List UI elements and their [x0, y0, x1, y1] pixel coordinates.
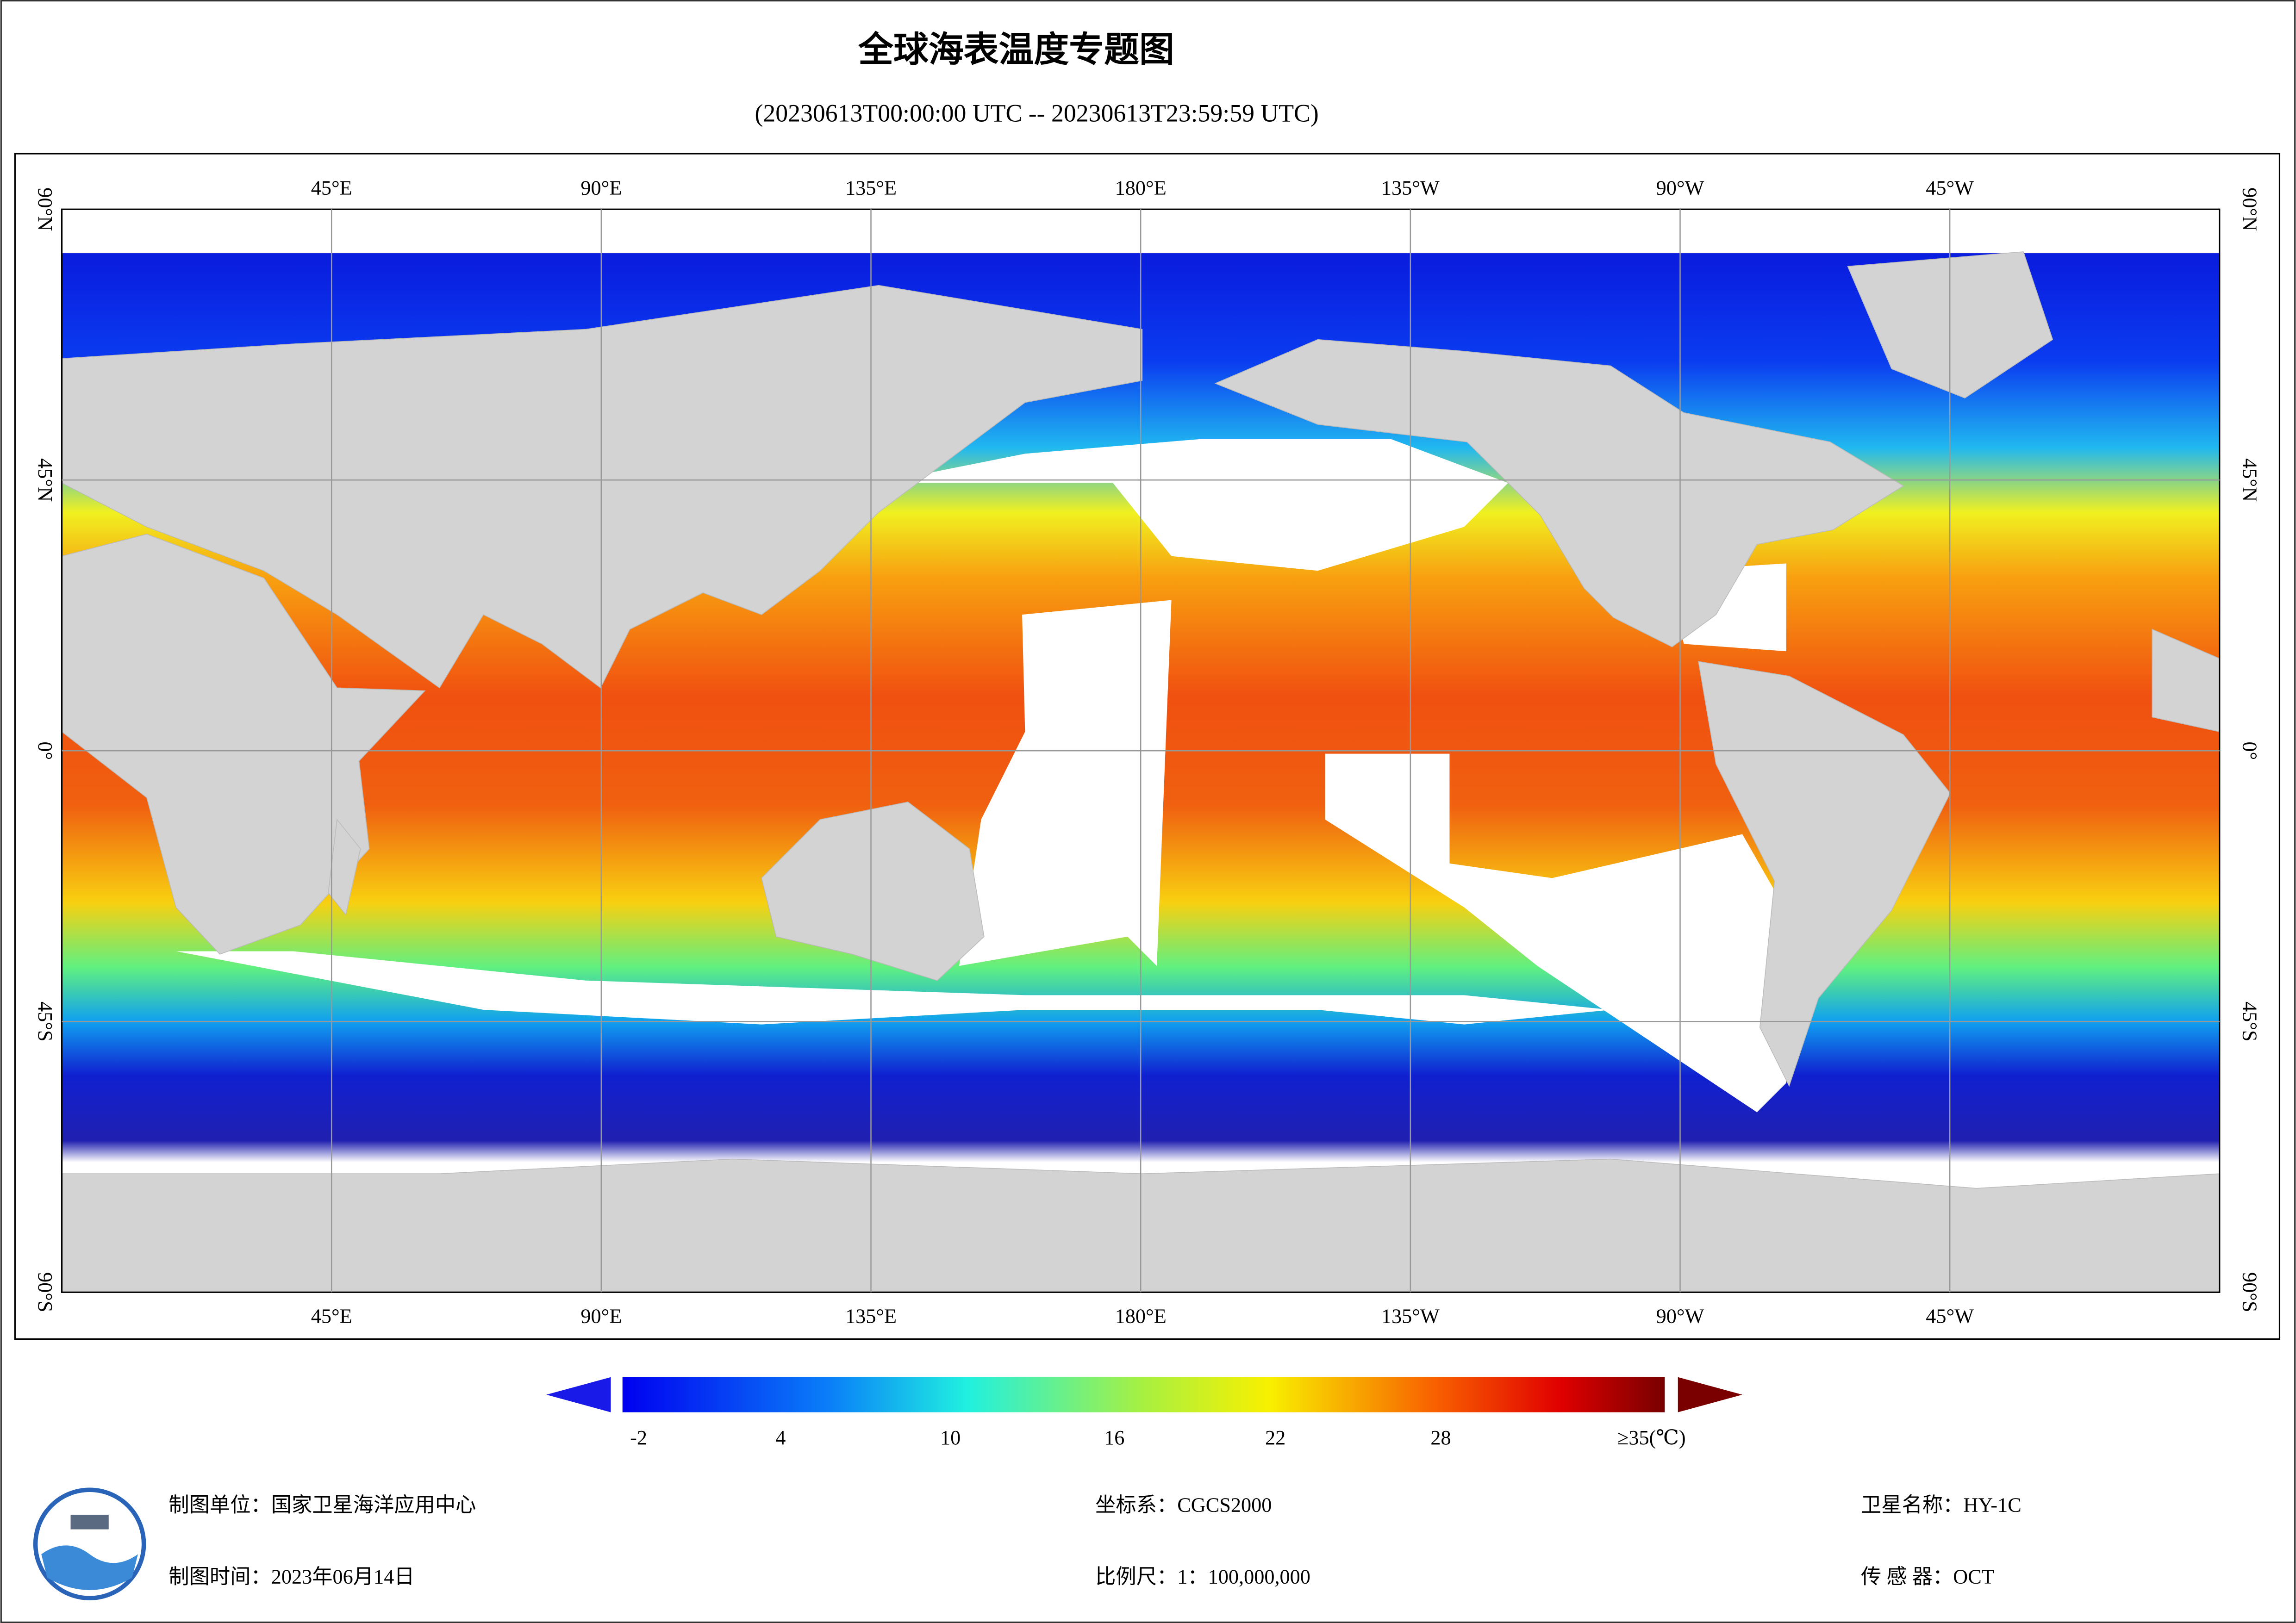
lon-label-bottom: 45°E: [311, 1305, 352, 1328]
lat-label-left: 45°N: [34, 458, 56, 502]
colorbar-tick-label: 22: [1265, 1426, 1285, 1449]
lon-label-bottom: 135°E: [845, 1305, 897, 1328]
colorbar-under-arrow: [546, 1377, 611, 1412]
colorbar-tick-label: 4: [775, 1426, 786, 1449]
colorbar: [622, 1377, 1665, 1412]
logo: [33, 1487, 146, 1600]
lat-label-left: 0°: [34, 741, 56, 760]
map-frame: [14, 153, 2281, 1340]
colorbar-over-arrow: [1678, 1377, 1742, 1412]
colorbar-tick-label: -2: [630, 1426, 647, 1449]
map-unit: 制图单位：国家卫星海洋应用中心: [168, 1494, 476, 1517]
lat-label-right: 45°N: [2238, 458, 2261, 502]
lat-label-right: 90°S: [2238, 1272, 2261, 1312]
lon-label-bottom: 45°W: [1926, 1305, 1974, 1328]
lon-label-top: 135°E: [845, 177, 897, 199]
satellite-name: 卫星名称：HY-1C: [1861, 1494, 2021, 1517]
lat-label-right: 90°N: [2238, 187, 2261, 231]
lon-label-top: 135°W: [1381, 177, 1440, 199]
map-date: 制图时间：2023年06月14日: [168, 1566, 414, 1588]
title: 全球海表温度专题图: [858, 29, 1174, 70]
lon-label-top: 180°E: [1115, 177, 1167, 199]
lon-label-bottom: 90°W: [1656, 1305, 1704, 1328]
colorbar-tick-label: 28: [1430, 1426, 1451, 1449]
lon-label-bottom: 180°E: [1115, 1305, 1167, 1328]
lat-label-left: 90°S: [34, 1272, 56, 1312]
lat-label-left: 45°S: [34, 1001, 56, 1042]
colorbar-tick-label: 10: [940, 1426, 961, 1449]
colorbar-tick-label: 16: [1104, 1426, 1124, 1449]
map-scale: 比例尺：1：100,000,000: [1095, 1566, 1310, 1588]
lon-label-bottom: 135°W: [1381, 1305, 1440, 1328]
lon-label-top: 90°E: [580, 177, 622, 199]
coordinate-system: 坐标系：CGCS2000: [1095, 1494, 1272, 1517]
colorbar-tick-label: ≥35(℃): [1617, 1426, 1686, 1449]
lat-label-left: 90°N: [34, 187, 56, 231]
lon-label-top: 90°W: [1656, 177, 1704, 199]
lat-label-right: 45°S: [2238, 1001, 2261, 1042]
lon-label-bottom: 90°E: [580, 1305, 622, 1328]
lat-label-right: 0°: [2238, 741, 2261, 760]
sensor-name: 传 感 器：OCT: [1861, 1566, 1994, 1588]
lon-label-top: 45°W: [1926, 177, 1974, 199]
lon-label-top: 45°E: [311, 177, 352, 199]
subtitle: (20230613T00:00:00 UTC -- 20230613T23:59…: [755, 99, 1319, 127]
